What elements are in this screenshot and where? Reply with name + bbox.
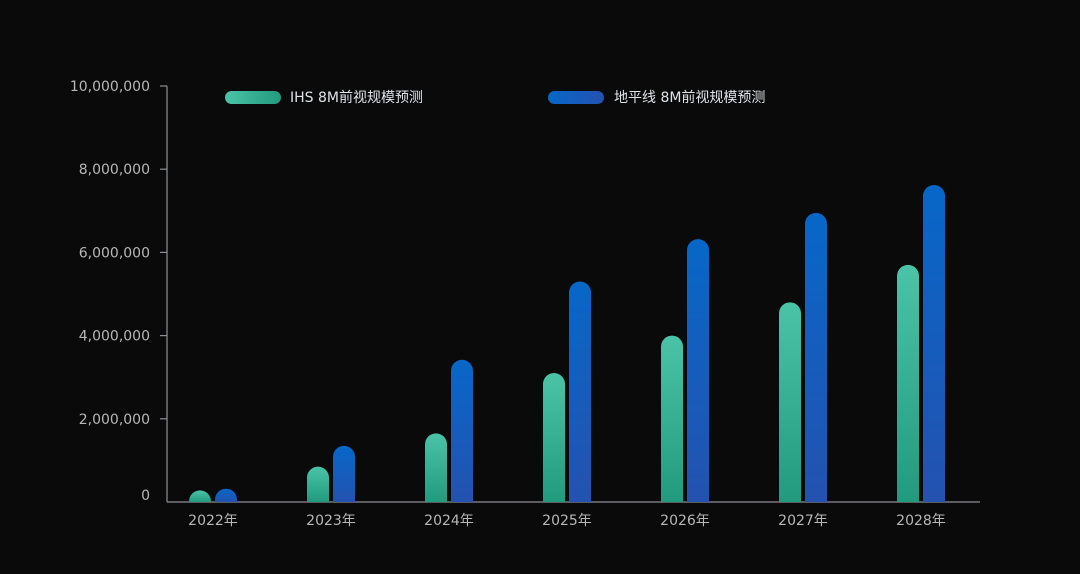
y-axis-labels: 0 2,000,000 4,000,000 6,000,000 8,000,000 10,…: [70, 79, 150, 504]
y-tick-label: 4,000,000: [79, 329, 150, 345]
legend-item-horizon[interactable]: 地平线 8M前视规模预测: [548, 89, 765, 106]
x-tick-label: 2025年: [542, 513, 592, 529]
bar-ihs-2023年[interactable]: [307, 466, 329, 502]
x-tick-label: 2027年: [778, 513, 828, 529]
bar-horizon-2025年[interactable]: [569, 281, 592, 502]
bars: [189, 185, 945, 502]
bar-horizon-2028年[interactable]: [923, 185, 945, 502]
bar-ihs-2028年[interactable]: [897, 264, 919, 502]
legend: IHS 8M前视规模预测 地平线 8M前视规模预测: [225, 89, 765, 106]
legend-label-ihs: IHS 8M前视规模预测: [290, 89, 423, 106]
x-tick-label: 2024年: [424, 513, 474, 529]
y-tick-label: 6,000,000: [79, 245, 150, 261]
legend-item-ihs[interactable]: IHS 8M前视规模预测: [225, 89, 423, 106]
x-tick-label: 2022年: [188, 513, 238, 529]
x-tick-label: 2023年: [306, 513, 356, 529]
bar-ihs-2022年[interactable]: [189, 490, 211, 502]
bar-horizon-2023年[interactable]: [333, 445, 355, 502]
y-tick-label: 8,000,000: [79, 162, 150, 178]
legend-swatch-ihs: [225, 91, 281, 104]
bar-ihs-2025年[interactable]: [543, 373, 565, 502]
y-tick-label: 0: [141, 488, 150, 504]
x-axis-labels: 2022年 2023年 2024年 2025年 2026年 2027年 2028年: [188, 513, 946, 529]
legend-swatch-horizon: [548, 91, 604, 104]
bar-horizon-2027年[interactable]: [805, 212, 827, 502]
bar-horizon-2024年[interactable]: [451, 359, 473, 502]
x-tick-label: 2026年: [660, 513, 710, 529]
x-tick-label: 2028年: [896, 513, 946, 529]
bar-ihs-2027年[interactable]: [779, 302, 801, 502]
bar-horizon-2022年[interactable]: [215, 488, 237, 502]
y-tick-label: 10,000,000: [70, 79, 150, 95]
bar-ihs-2024年[interactable]: [425, 433, 447, 502]
y-tick-label: 2,000,000: [79, 412, 150, 428]
legend-label-horizon: 地平线 8M前视规模预测: [614, 89, 765, 106]
bar-horizon-2026年[interactable]: [687, 239, 709, 502]
bar-ihs-2026年[interactable]: [661, 335, 683, 502]
